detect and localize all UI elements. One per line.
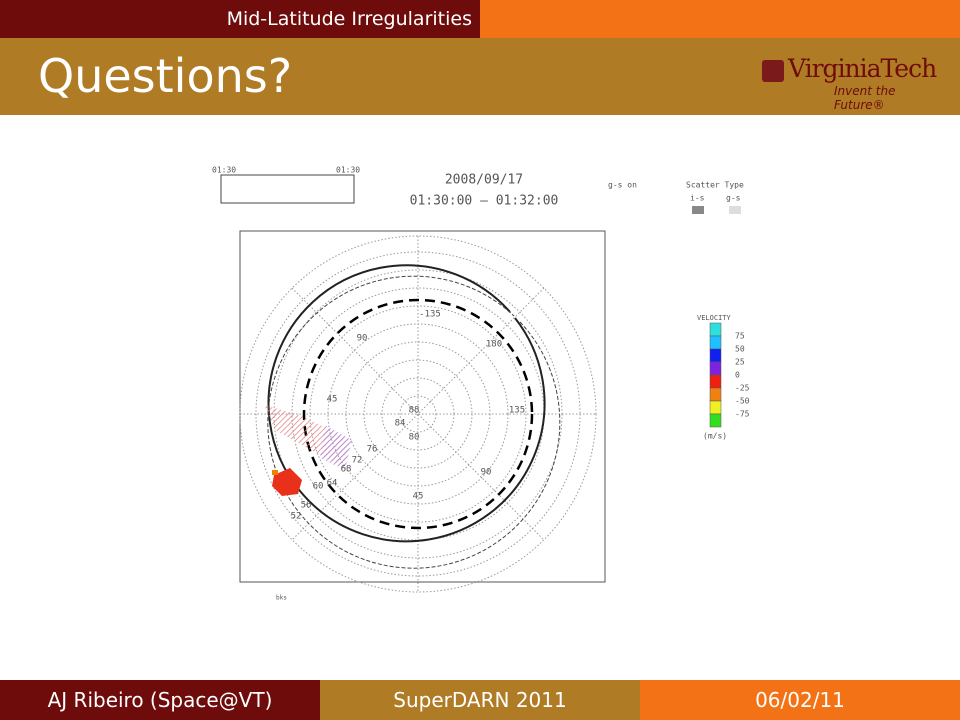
latitude-label: 72 bbox=[352, 456, 363, 466]
colorbar-label: -25 bbox=[735, 384, 750, 393]
colorbar-segment bbox=[709, 335, 722, 350]
colorbar-segment bbox=[709, 413, 722, 428]
latitude-label: 68 bbox=[341, 465, 352, 475]
colorbar-label: 0 bbox=[735, 371, 740, 380]
colorbar-segment bbox=[709, 374, 722, 389]
longitude-label: 90 bbox=[481, 468, 492, 478]
colorbar-segment bbox=[709, 348, 722, 363]
time-start: 01:30 bbox=[212, 166, 236, 175]
scatter-is: i-s bbox=[690, 194, 705, 203]
latitude-label: 84 bbox=[395, 419, 406, 429]
footer-date: 06/02/11 bbox=[755, 688, 845, 712]
scatter-patch-2 bbox=[320, 425, 352, 470]
longitude-label: 135 bbox=[509, 406, 525, 416]
latitude-label: 88 bbox=[409, 406, 420, 416]
longitude-label: 90 bbox=[357, 334, 368, 344]
colorbar-segment bbox=[709, 322, 722, 337]
velocity-patch-2 bbox=[272, 470, 278, 475]
boundary-dashed bbox=[302, 298, 534, 530]
date: 2008/09/17 bbox=[445, 173, 523, 188]
boundary-outer bbox=[267, 275, 561, 569]
longitude-label: 180 bbox=[486, 340, 502, 350]
colorbar-segment bbox=[709, 400, 722, 415]
plot-frame bbox=[239, 230, 606, 583]
colorbar-label: 75 bbox=[735, 332, 745, 341]
longitude-label: -135 bbox=[419, 310, 441, 320]
footer-author: AJ Ribeiro (Space@VT) bbox=[47, 688, 273, 712]
colorbar-label: -75 bbox=[735, 410, 750, 419]
colorbar-segment bbox=[709, 361, 722, 376]
station: bks bbox=[276, 595, 287, 602]
velocity-title: VELOCITY bbox=[697, 314, 732, 322]
colorbar-label: 50 bbox=[735, 345, 745, 354]
logo-mark bbox=[762, 60, 784, 82]
boundary-solid bbox=[267, 264, 546, 543]
slide-title: Questions? bbox=[38, 49, 293, 103]
logo-tagline: Invent the Future® bbox=[834, 84, 896, 112]
colorbar-label: 25 bbox=[735, 358, 745, 367]
top-bar-right bbox=[480, 0, 960, 38]
logo-name: VirginiaTech bbox=[788, 54, 937, 83]
velocity-unit: (m/s) bbox=[703, 432, 727, 441]
footer-event: SuperDARN 2011 bbox=[393, 688, 567, 712]
gs-swatch bbox=[729, 206, 741, 214]
scatter-gs: g-s bbox=[726, 194, 741, 203]
footer-left bbox=[0, 680, 320, 720]
latitude-label: 76 bbox=[367, 445, 378, 455]
top-bar-left bbox=[0, 0, 480, 38]
time-end: 01:30 bbox=[336, 166, 360, 175]
longitude-label: 45 bbox=[413, 492, 424, 502]
time-range: 01:30:00 – 01:32:00 bbox=[410, 194, 559, 209]
is-swatch bbox=[692, 206, 704, 214]
velocity-patch bbox=[272, 468, 302, 496]
logo: VirginiaTech Invent the Future® bbox=[762, 52, 942, 112]
time-box bbox=[220, 174, 355, 204]
latitude-label: 52 bbox=[291, 512, 302, 522]
footer-middle bbox=[320, 680, 640, 720]
colorbar-label: -50 bbox=[735, 397, 750, 406]
longitude-label: 45 bbox=[327, 395, 338, 405]
latitude-label: 80 bbox=[409, 433, 420, 443]
footer-right bbox=[640, 680, 960, 720]
scatter-title: Scatter Type bbox=[686, 181, 744, 190]
gs-flag: g-s on bbox=[608, 181, 637, 190]
latitude-label: 64 bbox=[327, 479, 338, 489]
title-bar bbox=[0, 38, 960, 115]
latitude-label: 56 bbox=[301, 501, 312, 511]
section-label: Mid-Latitude Irregularities bbox=[226, 8, 472, 30]
latitude-label: 60 bbox=[313, 482, 324, 492]
colorbar-segment bbox=[709, 387, 722, 402]
